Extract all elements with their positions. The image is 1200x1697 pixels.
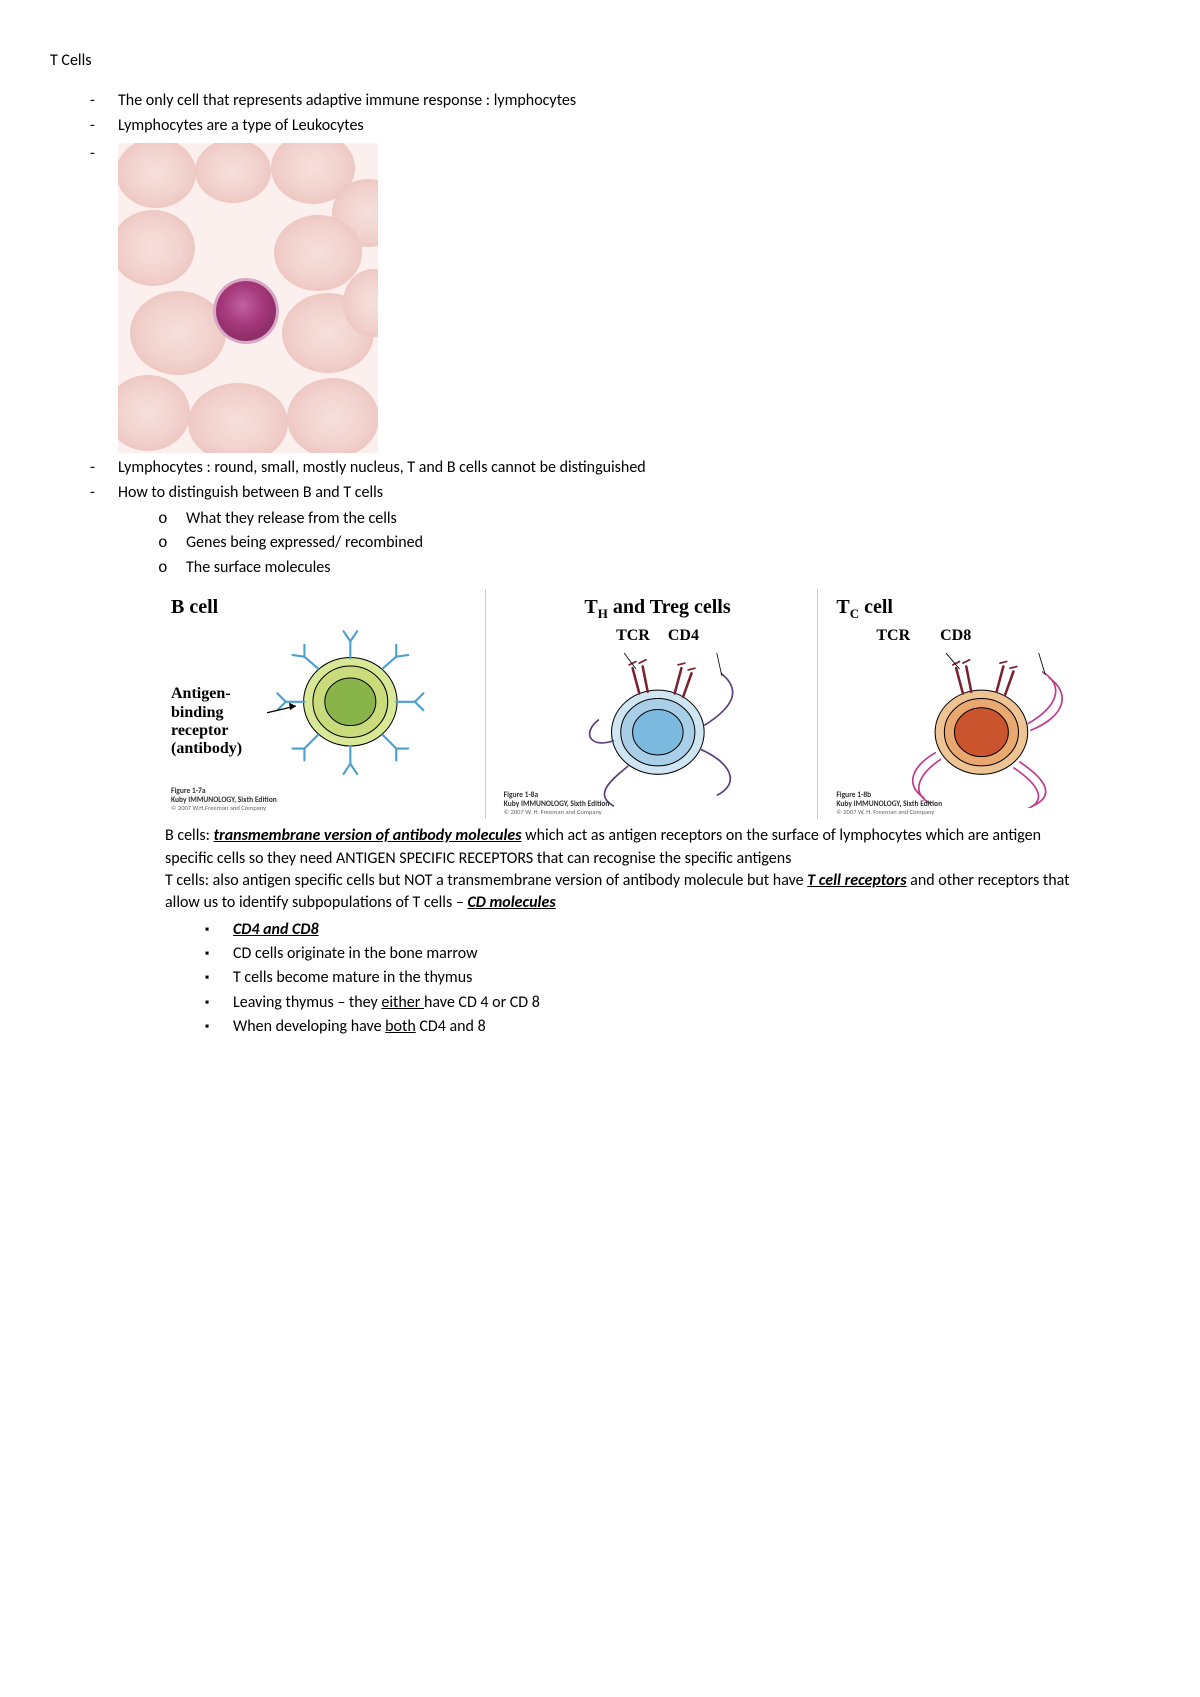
page-title: T Cells <box>50 50 1150 72</box>
emphasis: transmembrane version of antibody molecu… <box>214 826 522 845</box>
lymphocyte-micrograph <box>118 143 378 453</box>
th-title: TH and Treg cells <box>504 593 812 623</box>
figure-caption: Figure 1-7a Kuby IMMUNOLOGY, Sixth Editi… <box>171 788 277 813</box>
tc-diagram <box>836 648 1144 808</box>
list-item: Lymphocytes : round, small, mostly nucle… <box>90 457 1150 479</box>
cd4-label: CD4 <box>668 625 699 647</box>
list-item: Genes being expressed/ recombined <box>158 532 1150 554</box>
antibody-label: Antigen- binding receptor (antibody) <box>171 685 242 759</box>
th-panel: TH and Treg cells TCR CD4 <box>498 589 819 819</box>
emphasis: CD molecules <box>467 893 555 912</box>
list-item: The surface molecules <box>158 557 1150 579</box>
th-diagram <box>504 648 812 808</box>
sub-list: What they release from the cells Genes b… <box>118 508 1150 579</box>
cell-diagram-row: B cell Antigen- bi <box>50 589 1150 819</box>
list-item: CD4 and CD8 <box>205 919 1090 941</box>
list-item: T cells become mature in the thymus <box>205 967 1090 989</box>
cd-list: CD4 and CD8 CD cells originate in the bo… <box>165 919 1090 1039</box>
list-item-image <box>90 143 1150 453</box>
tc-title: TC cell <box>836 593 1144 623</box>
figure-caption: Figure 1-8a Kuby IMMUNOLOGY, Sixth Editi… <box>504 792 610 817</box>
text: T cells: also antigen specific cells but… <box>165 871 807 890</box>
tcr-label: TCR <box>876 625 910 647</box>
emphasis: T cell receptors <box>807 871 906 890</box>
list-item: The only cell that represents adaptive i… <box>90 90 1150 112</box>
list-item: When developing have both CD4 and 8 <box>205 1016 1090 1038</box>
text: B cells: <box>165 826 214 845</box>
tc-panel: TC cell TCR CD8 <box>830 589 1150 819</box>
bcell-title: B cell <box>171 593 479 621</box>
list-item: What they release from the cells <box>158 508 1150 530</box>
tcr-label: TCR <box>616 625 650 647</box>
list-item: CD cells originate in the bone marrow <box>205 943 1090 965</box>
figure-caption: Figure 1-8b Kuby IMMUNOLOGY, Sixth Editi… <box>836 792 942 817</box>
list-item-label: How to distinguish between B and T cells <box>118 483 383 502</box>
list-item: How to distinguish between B and T cells… <box>90 482 1150 580</box>
bcell-panel: B cell Antigen- bi <box>165 589 486 819</box>
list-item: Leaving thymus – they either have CD 4 o… <box>205 992 1090 1014</box>
cd8-label: CD8 <box>940 625 971 647</box>
list-item: Lymphocytes are a type of Leukocytes <box>90 115 1150 137</box>
explanation-block: B cells: transmembrane version of antibo… <box>50 825 1150 1039</box>
main-list: The only cell that represents adaptive i… <box>50 90 1150 579</box>
